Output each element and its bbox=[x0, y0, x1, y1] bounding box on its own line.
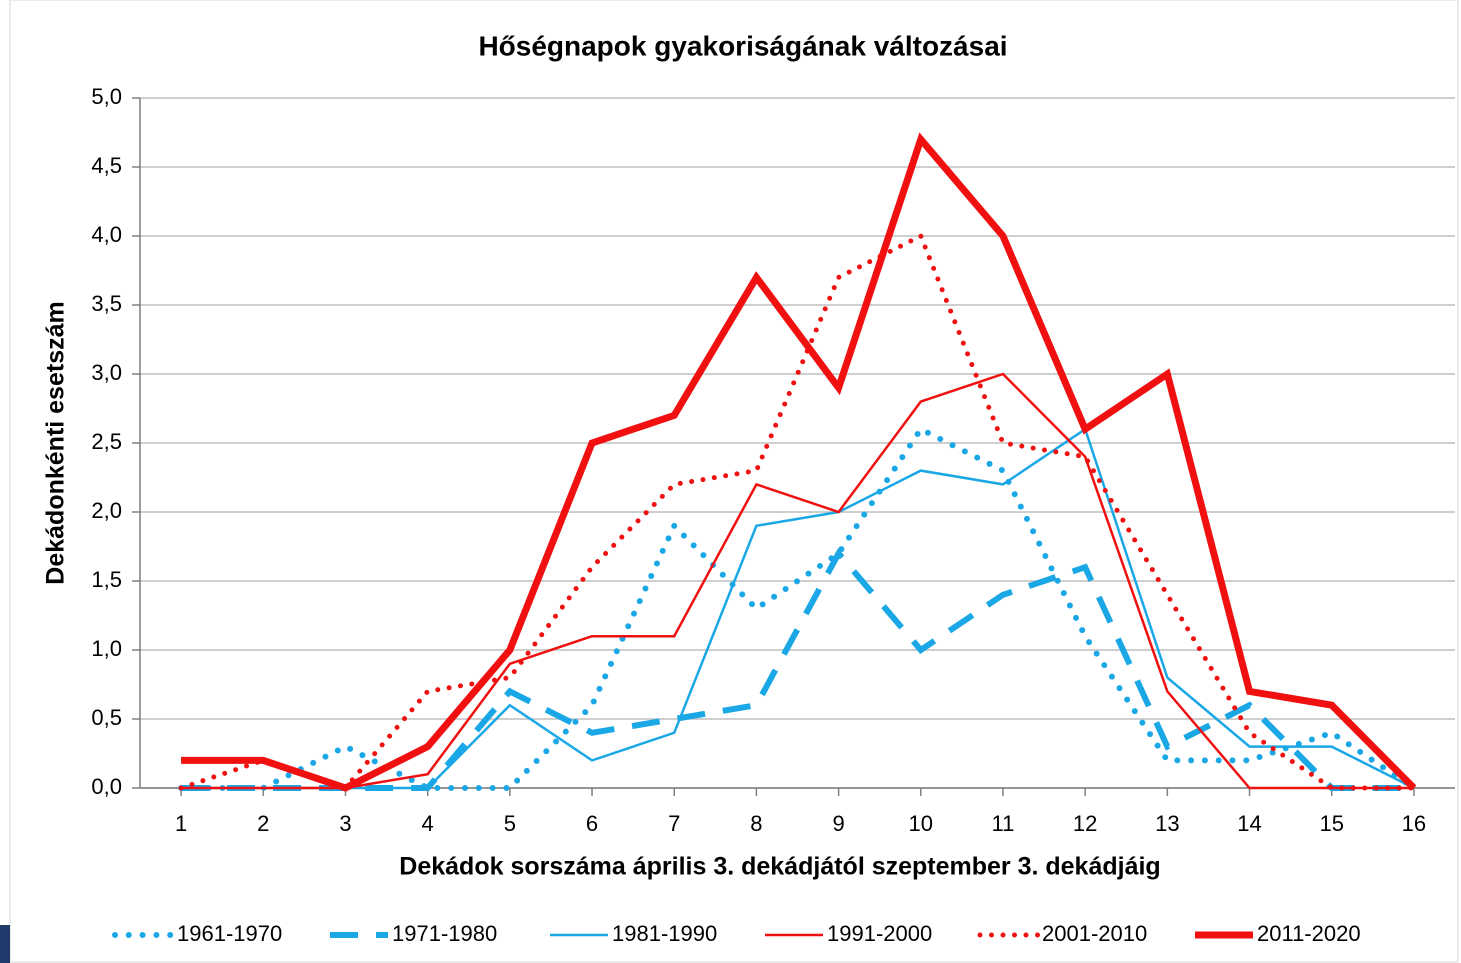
x-axis-title: Dekádok sorszáma április 3. dekádjától s… bbox=[399, 853, 1160, 881]
legend-label: 2001-2010 bbox=[1042, 921, 1147, 946]
x-tick-label: 16 bbox=[1402, 811, 1426, 836]
x-tick-label: 5 bbox=[504, 811, 516, 836]
y-tick-label: 1,0 bbox=[91, 636, 122, 661]
y-tick-label: 4,0 bbox=[91, 222, 122, 247]
chart-border bbox=[9, 0, 1459, 963]
x-tick-label: 7 bbox=[668, 811, 680, 836]
series-line bbox=[181, 372, 1414, 790]
y-tick-label: 4,5 bbox=[91, 153, 122, 178]
x-tick-label: 4 bbox=[422, 811, 434, 836]
legend-label: 1981-1990 bbox=[612, 921, 717, 946]
legend-label: 1961-1970 bbox=[177, 921, 282, 946]
legend-label: 1971-1980 bbox=[392, 921, 497, 946]
x-tick-label: 10 bbox=[909, 811, 933, 836]
x-tick-label: 13 bbox=[1155, 811, 1179, 836]
x-tick-label: 14 bbox=[1237, 811, 1261, 836]
series-line bbox=[181, 548, 1414, 791]
chart-title: Hőségnapok gyakoriságának változásai bbox=[478, 30, 1007, 61]
series-line bbox=[181, 132, 1417, 792]
y-axis-title: Dekádonkénti esetszám bbox=[42, 301, 70, 584]
y-tick-label: 0,0 bbox=[91, 774, 122, 799]
series-line bbox=[181, 427, 1415, 790]
y-tick-label: 2,0 bbox=[91, 498, 122, 523]
x-tick-label: 2 bbox=[257, 811, 269, 836]
x-tick-label: 12 bbox=[1073, 811, 1097, 836]
legend-label: 2011-2020 bbox=[1257, 921, 1361, 946]
y-tick-label: 2,5 bbox=[91, 429, 122, 454]
x-tick-label: 3 bbox=[339, 811, 351, 836]
series-line bbox=[178, 232, 1417, 791]
y-tick-label: 3,5 bbox=[91, 291, 122, 316]
legend-label: 1991-2000 bbox=[827, 921, 932, 946]
x-tick-label: 11 bbox=[992, 811, 1015, 836]
y-tick-label: 1,5 bbox=[91, 567, 122, 592]
x-tick-label: 6 bbox=[586, 811, 598, 836]
y-tick-label: 3,0 bbox=[91, 360, 122, 385]
y-tick-label: 0,5 bbox=[91, 705, 122, 730]
x-tick-label: 8 bbox=[750, 811, 762, 836]
x-tick-label: 9 bbox=[832, 811, 844, 836]
x-tick-label: 15 bbox=[1319, 811, 1343, 836]
corner-block bbox=[0, 925, 10, 963]
y-tick-label: 5,0 bbox=[91, 84, 122, 109]
x-tick-label: 1 bbox=[175, 811, 187, 836]
